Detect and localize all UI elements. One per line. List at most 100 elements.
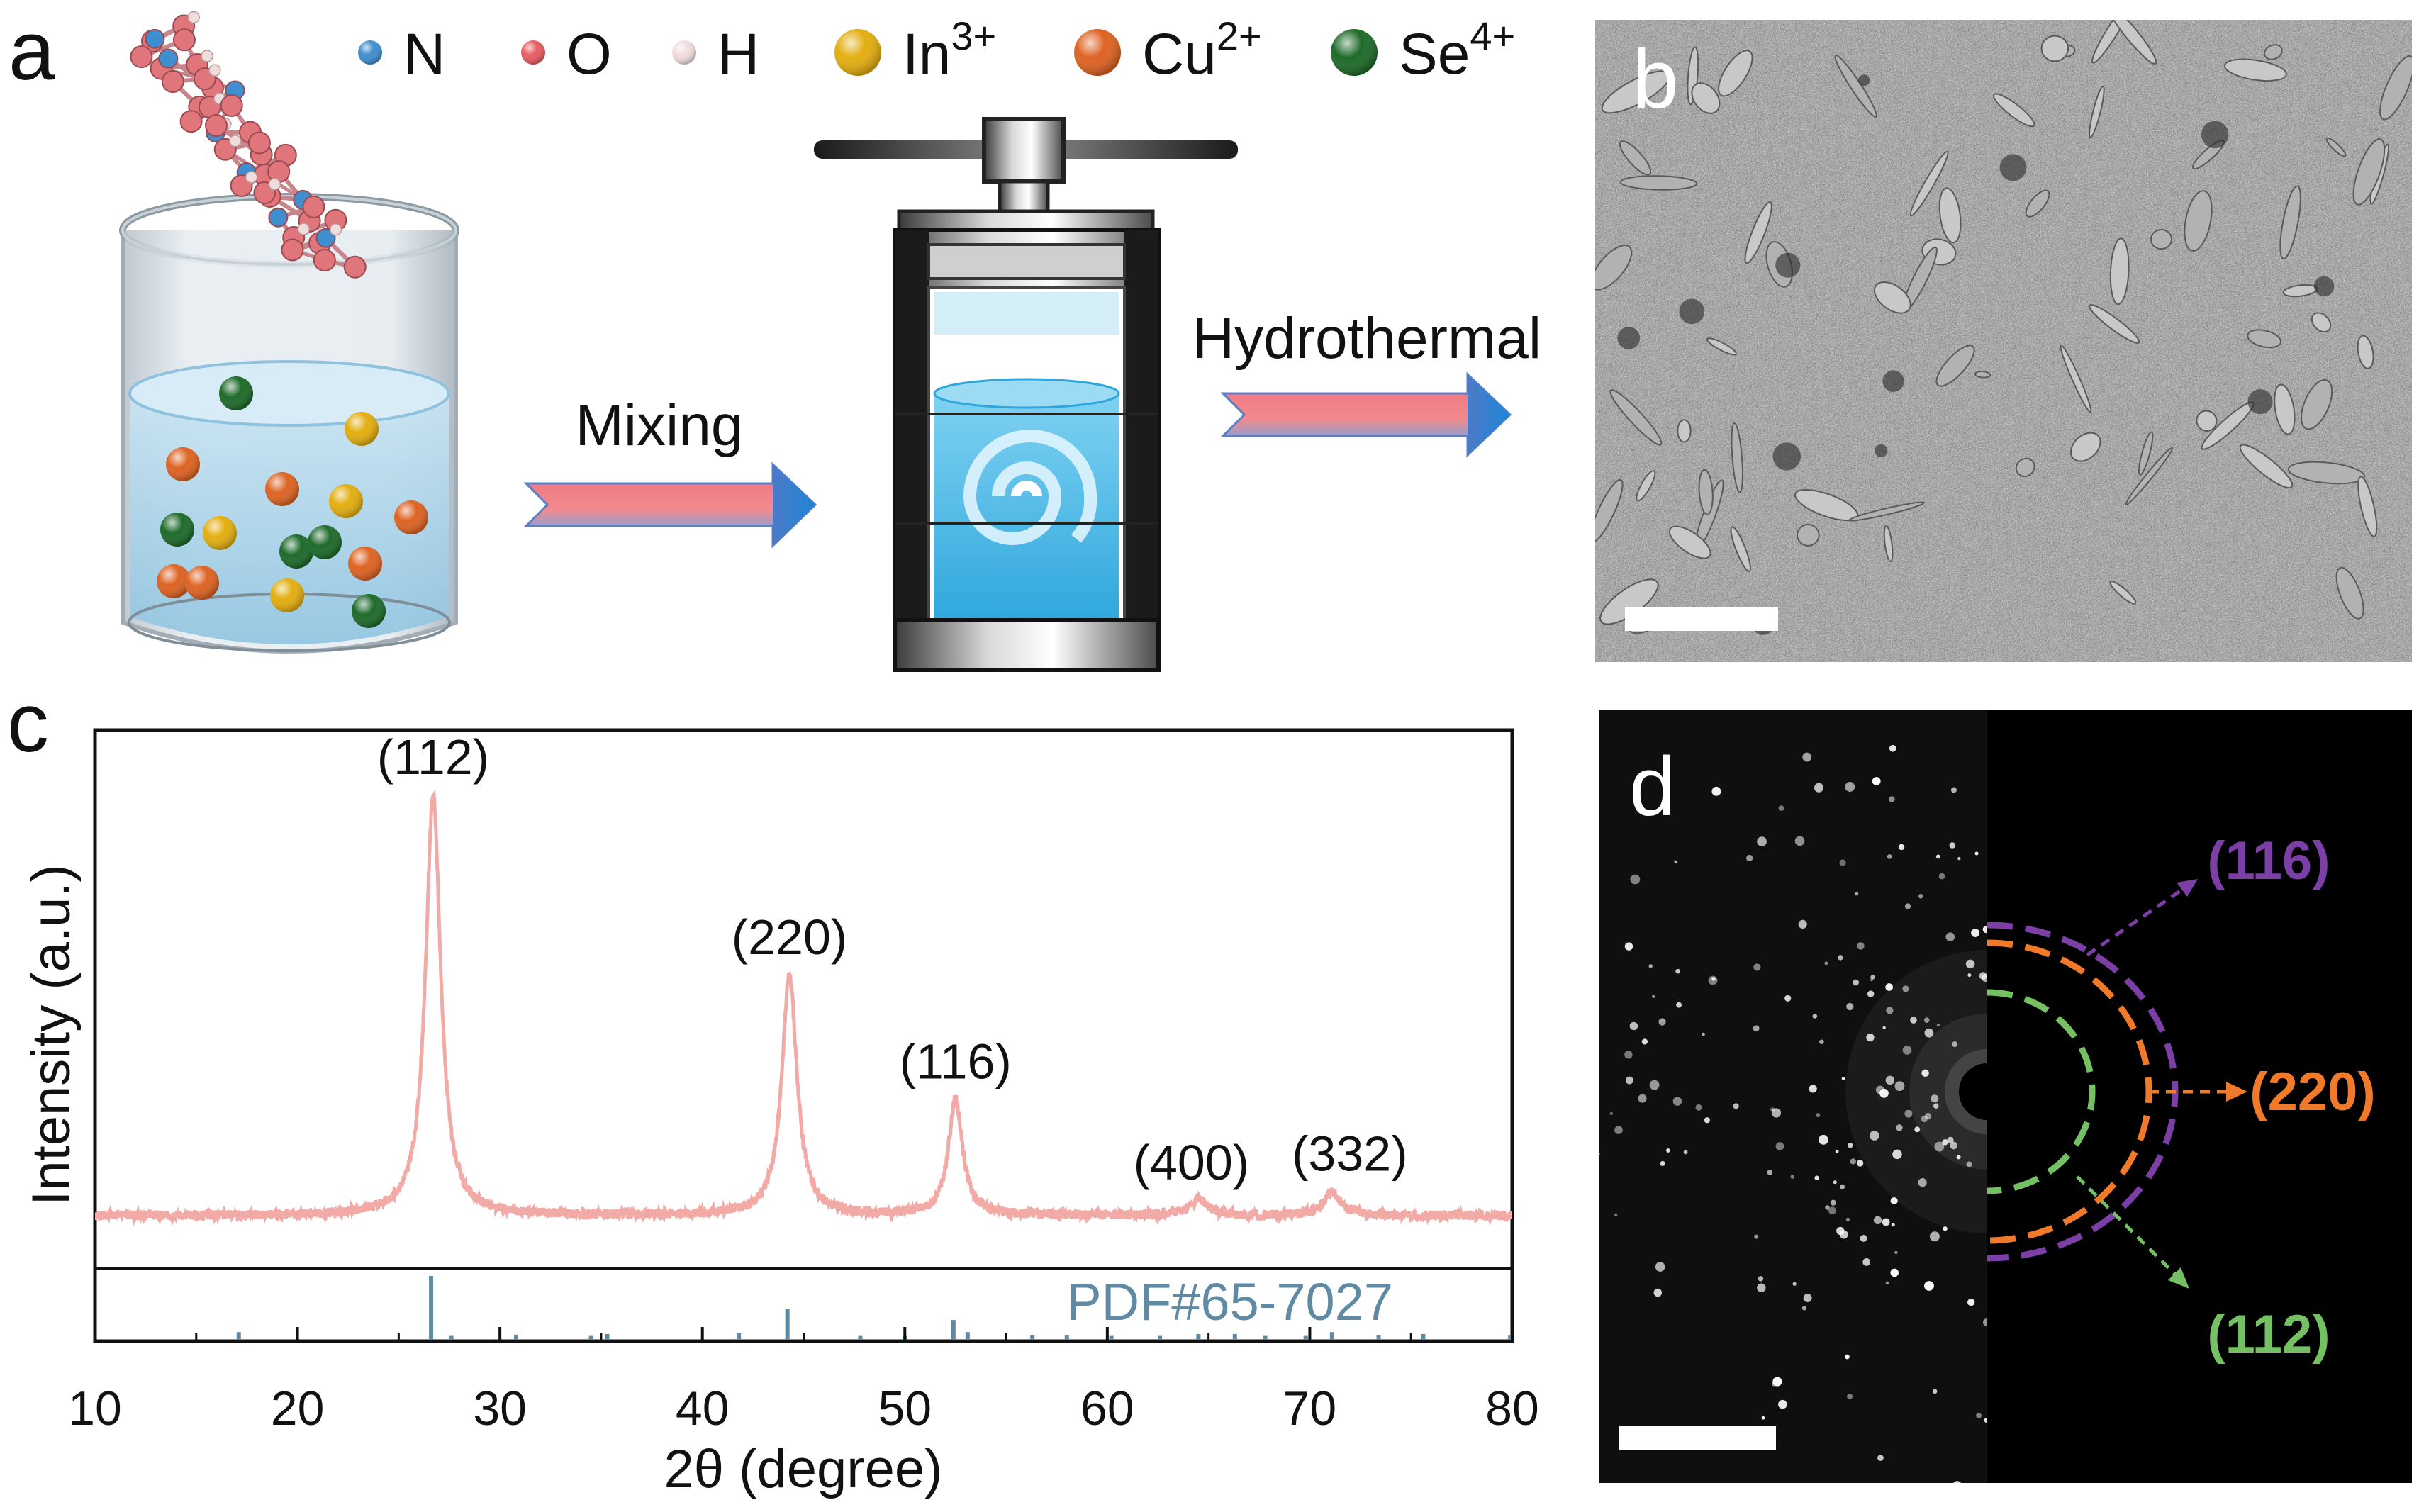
diffraction-spot	[1652, 995, 1655, 999]
x-tick-label: 20	[271, 1382, 325, 1435]
beaker-illustration	[119, 11, 459, 654]
diffraction-spot	[1850, 1158, 1857, 1165]
peak-label: (116)	[900, 1034, 1012, 1090]
diffraction-spot	[1967, 1298, 1975, 1306]
diffraction-spot	[1846, 1002, 1854, 1011]
x-tick-label: 40	[676, 1382, 730, 1435]
molecule-icon	[130, 11, 367, 279]
ring-220-label: (220)	[2250, 1062, 2375, 1122]
panel-c-xrd-chart: c (112)(220)(116)(400) (332) PDF#65-7027 …	[7, 676, 1539, 1499]
x-axis-title: 2θ (degree)	[664, 1439, 943, 1499]
diffraction-spot	[1886, 1007, 1894, 1014]
diffraction-spot	[1609, 1111, 1614, 1116]
diffraction-spot	[1902, 985, 1909, 992]
x-tick-label: 70	[1283, 1382, 1337, 1435]
diffraction-spot	[1624, 1051, 1633, 1059]
diffraction-spot	[1957, 856, 1961, 861]
mixing-arrow	[523, 461, 817, 549]
diffraction-spot	[1819, 1039, 1824, 1044]
diffraction-spot	[1833, 1180, 1837, 1185]
diffraction-spot	[1885, 983, 1893, 991]
diffraction-spot	[1818, 1134, 1828, 1145]
legend-label: Cu2+	[1142, 13, 1262, 86]
diffraction-spot	[1733, 1103, 1739, 1109]
x-tick-label: 80	[1485, 1382, 1539, 1435]
ring-112-pointer	[2076, 1175, 2189, 1289]
saed-scale-bar	[1619, 1426, 1776, 1450]
diffraction-spot	[1816, 1113, 1821, 1118]
diffraction-spot	[1935, 854, 1940, 859]
diffraction-spot	[1879, 1088, 1889, 1098]
peak-label: (220)	[732, 909, 847, 965]
diffraction-spot	[1890, 1197, 1898, 1205]
x-axis-ticks: 10 20 30 40 50 60 70 80	[68, 1327, 1539, 1435]
legend-label: O	[566, 22, 612, 86]
diffraction-spot	[1956, 1155, 1961, 1160]
diffraction-spot	[1711, 977, 1716, 981]
diffraction-spot	[1655, 1262, 1665, 1272]
diffraction-spot	[1867, 990, 1875, 997]
diffraction-spot	[1882, 1026, 1886, 1030]
autoclave-illustration	[814, 117, 1238, 672]
diffraction-spot	[1758, 1276, 1764, 1282]
diffraction-spot	[1794, 836, 1805, 846]
diffraction-spot	[1924, 1112, 1932, 1120]
diffraction-spot	[1894, 1081, 1905, 1092]
diffraction-spot	[1675, 968, 1681, 974]
diffraction-spot	[1882, 1218, 1890, 1226]
diffraction-spot	[1924, 1281, 1934, 1291]
diffraction-spot	[1896, 1124, 1903, 1131]
diffraction-spot	[1753, 1025, 1760, 1032]
diffraction-spot	[1845, 1354, 1850, 1360]
diffraction-spot	[1614, 1213, 1618, 1216]
ion-legend: N O H In3+ Cu2+ Se4+	[358, 13, 1515, 86]
diffraction-spot	[1904, 1109, 1913, 1118]
legend-item-cu: Cu2+	[1074, 13, 1262, 86]
diffraction-spot	[1857, 942, 1865, 950]
diffraction-spot	[1931, 1094, 1939, 1103]
diffraction-spot	[1847, 1394, 1853, 1400]
diffraction-spot	[1828, 1206, 1836, 1215]
diffraction-spot	[1660, 1160, 1665, 1167]
diffraction-spot	[1950, 787, 1957, 793]
diffraction-spot	[1624, 942, 1633, 951]
diffraction-spot	[1924, 1028, 1934, 1038]
legend-label: Se4+	[1399, 13, 1515, 86]
panel-c-letter: c	[7, 676, 49, 770]
diffraction-spot	[1674, 860, 1677, 863]
panel-d-saed-pattern: d (116) (220) (112)	[1599, 710, 2412, 1483]
diffraction-spot	[1872, 777, 1881, 785]
peak-label: (332)	[1292, 1126, 1407, 1182]
x-tick-label: 30	[473, 1382, 527, 1435]
legend-item-h: H	[672, 22, 759, 86]
diffraction-spot	[1625, 1076, 1633, 1085]
legend-label: In3+	[903, 13, 996, 86]
diffraction-spot	[1877, 1455, 1884, 1461]
diffraction-spot	[1767, 1170, 1773, 1175]
diffraction-spot	[1702, 1032, 1705, 1036]
diffraction-spot	[1746, 854, 1753, 862]
peak-label: (400)	[1134, 1135, 1249, 1190]
diffraction-spot	[1965, 959, 1975, 969]
diffraction-spot	[1914, 1126, 1921, 1133]
diffraction-spot	[1666, 1148, 1670, 1153]
diffraction-spot	[1904, 903, 1911, 909]
ring-116-pointer	[2086, 879, 2198, 957]
diffraction-spot	[1934, 1141, 1945, 1152]
legend-label: N	[403, 22, 445, 86]
diffraction-spot	[1683, 1150, 1688, 1155]
diffraction-spot	[1873, 1216, 1882, 1225]
diffraction-spot	[1952, 1041, 1958, 1048]
diffraction-spot	[1976, 1413, 1982, 1418]
diffraction-spot	[1803, 1294, 1812, 1302]
panel-a-letter: a	[9, 4, 55, 98]
diffraction-spot	[1862, 1258, 1871, 1266]
diffraction-spot	[1933, 1103, 1939, 1109]
diffraction-spot	[1967, 973, 1972, 978]
mixing-label: Mixing	[576, 393, 744, 458]
diffraction-spot	[1790, 1175, 1794, 1179]
diffraction-spot	[1775, 1142, 1784, 1150]
legend-item-se: Se4+	[1331, 13, 1515, 86]
legend-item-in: In3+	[834, 13, 996, 86]
diffraction-spot	[1839, 859, 1846, 866]
